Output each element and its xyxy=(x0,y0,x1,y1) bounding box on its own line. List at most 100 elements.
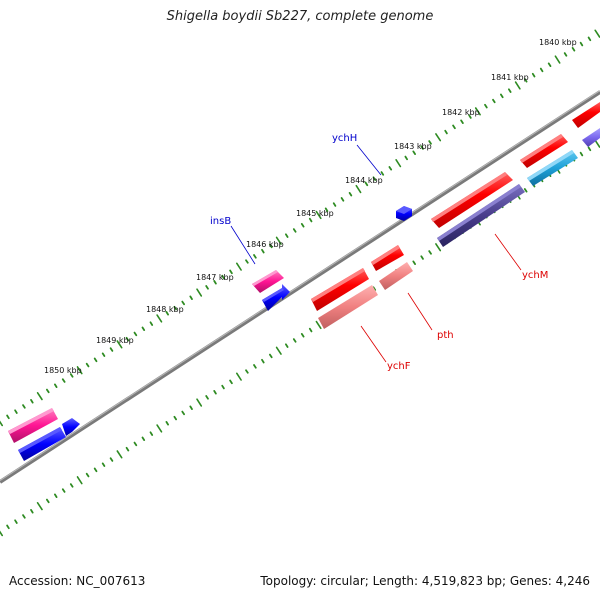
feature-blue-left[interactable] xyxy=(18,427,66,461)
outer-minor-tick xyxy=(484,103,488,109)
outer-major-tick xyxy=(474,107,481,116)
gene-label-insB[interactable]: insB xyxy=(210,216,231,227)
outer-minor-tick xyxy=(109,347,114,352)
outer-minor-tick xyxy=(444,129,448,135)
outer-minor-tick xyxy=(173,305,178,311)
feature-pth[interactable] xyxy=(371,245,404,271)
outer-minor-tick xyxy=(165,310,170,316)
feature-cyan-upper-right[interactable] xyxy=(527,150,578,186)
tick-label-1850: 1850 kbp xyxy=(44,366,82,375)
outer-minor-tick xyxy=(587,36,592,42)
inner-minor-tick xyxy=(523,188,528,193)
inner-minor-tick xyxy=(141,436,146,442)
tick-label-1848: 1848 kbp xyxy=(146,305,184,314)
outer-minor-tick xyxy=(428,140,432,145)
outer-minor-tick xyxy=(125,336,130,342)
inner-minor-tick xyxy=(69,483,74,488)
feature-ychF[interactable] xyxy=(311,268,369,311)
tick-label-1849: 1849 kbp xyxy=(96,336,134,345)
outer-minor-tick xyxy=(531,72,536,78)
outer-minor-tick xyxy=(468,114,472,119)
tick-track-outer xyxy=(0,29,600,427)
outer-minor-tick xyxy=(141,326,146,332)
inner-major-tick xyxy=(36,501,43,511)
feature-ychM[interactable] xyxy=(431,172,513,228)
inner-minor-tick xyxy=(133,441,138,447)
gene-label-ychH[interactable]: ychH xyxy=(332,133,357,144)
feature-blue-insB[interactable] xyxy=(262,284,290,311)
outer-minor-tick xyxy=(563,52,568,57)
feature-red-top-right[interactable] xyxy=(572,102,600,128)
inner-minor-tick xyxy=(308,327,313,333)
inner-minor-tick xyxy=(221,384,225,390)
inner-major-tick xyxy=(0,530,4,537)
leader-pth xyxy=(407,292,433,331)
outer-minor-tick xyxy=(189,295,193,301)
outer-minor-tick xyxy=(372,176,377,181)
outer-minor-tick xyxy=(308,217,313,223)
feature-red-upper-right[interactable] xyxy=(520,134,568,168)
feature-violet-top-right[interactable] xyxy=(582,128,600,147)
gene-label-ychM[interactable]: ychM xyxy=(522,270,548,281)
inner-major-tick xyxy=(196,398,203,407)
map-title: Shigella boydii Sb227, complete genome xyxy=(166,9,434,24)
inner-minor-tick xyxy=(412,260,417,266)
outer-major-tick xyxy=(0,420,4,427)
outer-minor-tick xyxy=(507,88,512,93)
genome-backbone xyxy=(0,90,600,484)
tick-label-1847: 1847 kbp xyxy=(196,273,234,282)
feature-pink-insB[interactable] xyxy=(252,270,284,293)
outer-minor-tick xyxy=(404,155,409,161)
outer-minor-tick xyxy=(539,67,544,73)
outer-minor-tick xyxy=(332,202,337,207)
outer-minor-tick xyxy=(452,124,456,130)
feature-pth-light[interactable] xyxy=(379,262,413,290)
genome-backbone-highlight xyxy=(0,90,600,482)
inner-major-tick xyxy=(435,243,442,252)
inner-minor-tick xyxy=(30,508,34,514)
feature-blue-left-small[interactable] xyxy=(62,418,80,436)
inner-major-tick xyxy=(236,372,242,381)
feature-ychF-light[interactable] xyxy=(318,285,378,329)
outer-minor-tick xyxy=(364,181,369,187)
gene-label-ychF[interactable]: ychF xyxy=(387,361,411,372)
feature-blue-small-upper[interactable] xyxy=(396,206,412,221)
outer-major-tick xyxy=(435,133,442,142)
inner-minor-tick xyxy=(165,420,170,426)
outer-minor-tick xyxy=(149,321,154,326)
outer-minor-tick xyxy=(547,62,552,67)
outer-minor-tick xyxy=(54,383,58,389)
tick-label-1844: 1844 kbp xyxy=(345,176,383,185)
outer-minor-tick xyxy=(324,207,329,213)
inner-minor-tick xyxy=(253,364,257,369)
inner-major-tick xyxy=(156,424,163,433)
outer-minor-tick xyxy=(579,41,584,47)
inner-minor-tick xyxy=(292,338,297,343)
genome-summary-text: Topology: circular; Length: 4,519,823 bp… xyxy=(260,574,590,588)
outer-major-tick xyxy=(275,236,282,245)
outer-minor-tick xyxy=(261,248,265,254)
tick-label-1841: 1841 kbp xyxy=(491,73,529,82)
inner-major-tick xyxy=(76,476,83,485)
outer-minor-tick xyxy=(245,259,249,264)
outer-minor-tick xyxy=(229,269,233,275)
tick-label-1846: 1846 kbp xyxy=(246,240,284,249)
outer-minor-tick xyxy=(348,191,353,197)
outer-minor-tick xyxy=(284,233,289,238)
inner-minor-tick xyxy=(300,332,305,338)
outer-minor-tick xyxy=(340,197,345,202)
feature-ychM-dark[interactable] xyxy=(437,184,525,247)
inner-minor-tick xyxy=(93,467,98,473)
outer-major-tick xyxy=(156,314,163,323)
inner-minor-tick xyxy=(85,472,90,478)
gene-label-pth[interactable]: pth xyxy=(437,330,454,341)
outer-minor-tick xyxy=(85,362,90,368)
inner-major-tick xyxy=(116,450,123,459)
outer-minor-tick xyxy=(571,47,576,52)
inner-minor-tick xyxy=(54,493,58,499)
feature-pink-left[interactable] xyxy=(8,408,58,443)
outer-minor-tick xyxy=(6,414,10,420)
inner-minor-tick xyxy=(46,498,50,504)
outer-minor-tick xyxy=(499,93,504,99)
